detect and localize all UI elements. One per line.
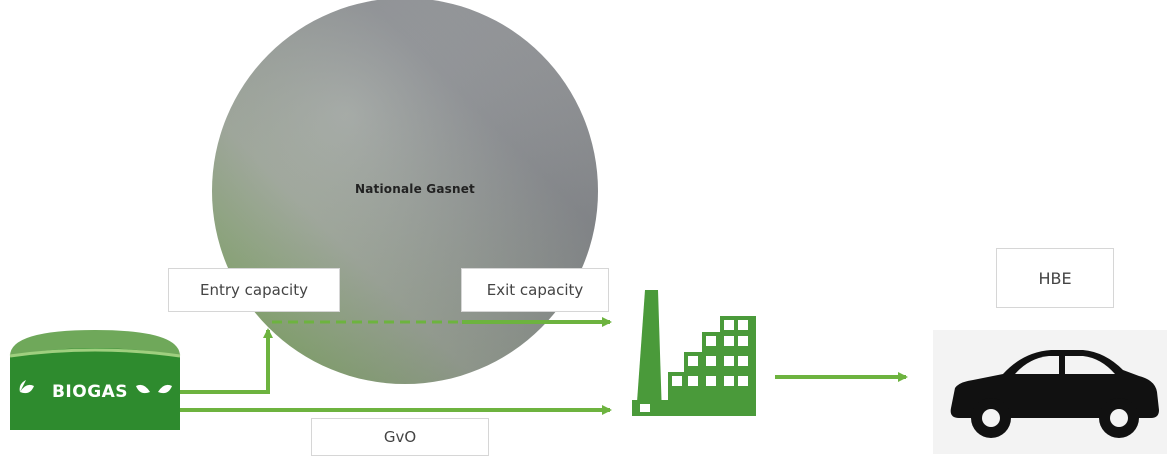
gasnet-label: Nationale Gasnet — [290, 182, 540, 196]
car-icon — [933, 330, 1167, 454]
entry-capacity-label: Entry capacity — [200, 281, 308, 299]
gvo-label: GvO — [384, 428, 416, 446]
hbe-label: HBE — [1038, 269, 1071, 288]
biogas-tank-icon — [10, 330, 180, 430]
biogas-label: BIOGAS — [30, 382, 150, 402]
gvo-box: GvO — [311, 418, 489, 456]
entry-arrow — [180, 330, 268, 392]
exit-capacity-box: Exit capacity — [461, 268, 609, 312]
exit-capacity-label: Exit capacity — [487, 281, 584, 299]
car-panel — [933, 330, 1167, 454]
entry-capacity-box: Entry capacity — [168, 268, 340, 312]
factory-icon — [632, 290, 756, 416]
hbe-box: HBE — [996, 248, 1114, 308]
